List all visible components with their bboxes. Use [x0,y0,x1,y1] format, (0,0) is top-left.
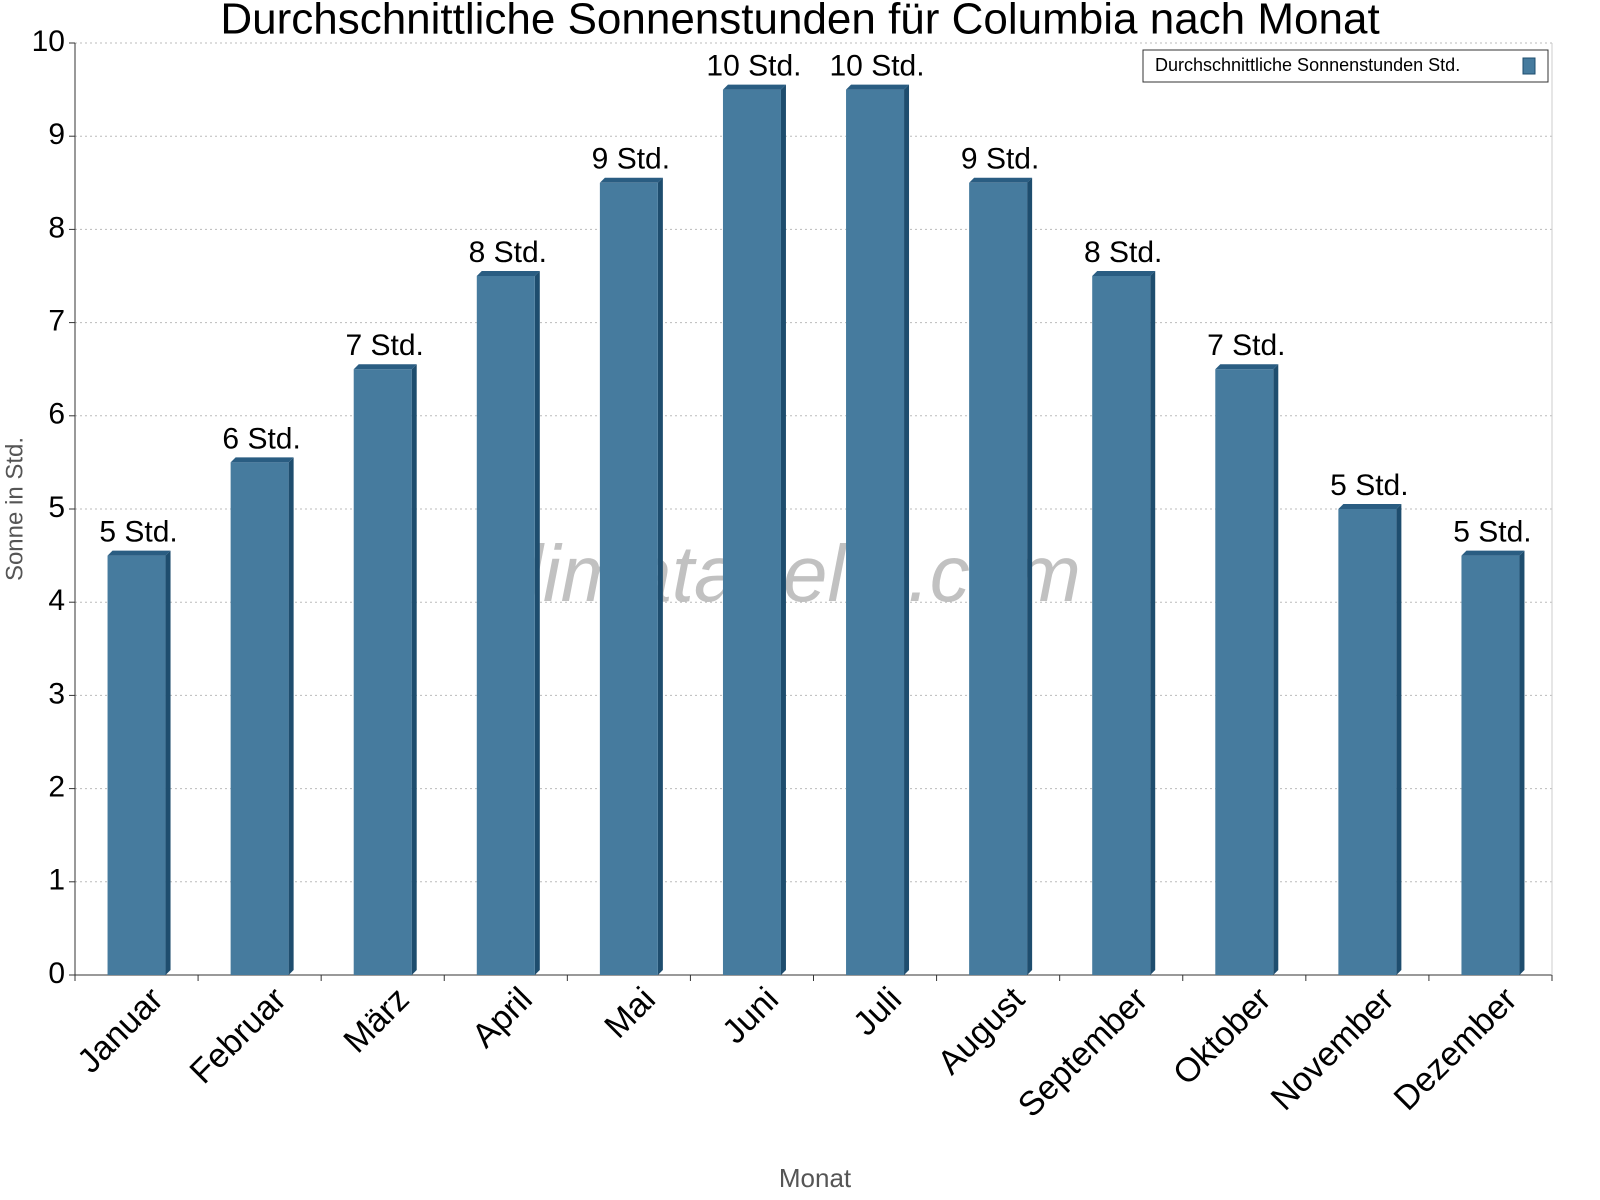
y-tick-label: 10 [32,25,65,58]
y-tick-label: 0 [48,957,65,990]
y-tick-label: 3 [48,677,65,710]
bar-side [780,84,786,976]
bar [1092,276,1151,975]
y-tick-label: 6 [48,398,65,431]
x-tick-label: Dezember [1387,980,1525,1118]
bar-top [230,457,294,463]
y-tick-label: 5 [48,491,65,524]
x-tick-label: März [336,980,416,1060]
bar-side [1396,504,1402,975]
value-label: 10 Std. [706,50,801,83]
bar-top [353,364,417,370]
bar [107,555,166,975]
bar-side [165,550,171,975]
bar-side [534,271,540,975]
x-tick-label: Juni [715,980,786,1051]
bar-top [107,550,171,556]
bar-top [1461,550,1525,556]
bar-top [1092,271,1156,276]
bar [230,462,289,975]
value-label: 8 Std. [1084,236,1162,269]
x-tick-label: Oktober [1166,980,1278,1092]
x-tick-label: Juli [846,980,909,1043]
bar-side [288,457,294,975]
y-axis-label: Sonne in Std. [1,437,28,581]
value-label: 8 Std. [469,236,547,269]
value-label: 5 Std. [1330,469,1408,502]
bar-side [1519,550,1525,975]
bar [1215,369,1274,975]
bar-top [476,271,540,276]
legend-box [1142,49,1549,83]
bar [969,182,1028,976]
x-axis-label: Monat [779,1163,852,1193]
bar-side [904,84,910,976]
y-tick-label: 7 [48,305,65,338]
value-label: 6 Std. [222,422,300,455]
value-label: 10 Std. [830,50,925,83]
value-label: 5 Std. [1453,516,1531,549]
bar [722,89,781,976]
y-tick-label: 9 [48,118,65,151]
y-tick-label: 1 [48,864,65,897]
legend-label: Durchschnittliche Sonnenstunden Std. [1155,55,1460,75]
bar-top [1338,504,1402,509]
y-tick-label: 8 [48,211,65,244]
value-label: 7 Std. [346,329,424,362]
x-tick-label: September [1011,980,1155,1124]
value-label: 5 Std. [99,516,177,549]
bar [599,182,658,976]
bar [353,369,412,975]
bar-top [846,84,910,90]
y-tick-label: 4 [48,584,65,617]
x-tick-label: Februar [183,980,294,1091]
bar-side [1273,364,1279,975]
y-tick-label: 2 [48,771,65,804]
bar-top [599,177,663,183]
bar [1461,555,1520,975]
bar [476,276,535,975]
bar-top [1215,364,1279,370]
bar [1338,509,1397,975]
x-tick-label: August [930,980,1032,1082]
x-tick-label: Mai [597,980,663,1046]
bar [846,89,905,976]
value-label: 9 Std. [592,143,670,176]
bar-side [657,177,663,976]
bar-top [969,177,1033,183]
bar-side [411,364,417,975]
bar-side [1150,271,1156,975]
x-tick-label: November [1264,980,1402,1118]
chart-title: Durchschnittliche Sonnenstunden für Colu… [220,0,1379,44]
value-label: 7 Std. [1207,329,1285,362]
bar-side [1027,177,1033,976]
bar-top [722,84,786,90]
value-label: 9 Std. [961,143,1039,176]
x-tick-label: Januar [70,980,170,1080]
x-tick-label: April [465,980,540,1055]
legend-swatch [1522,57,1536,75]
